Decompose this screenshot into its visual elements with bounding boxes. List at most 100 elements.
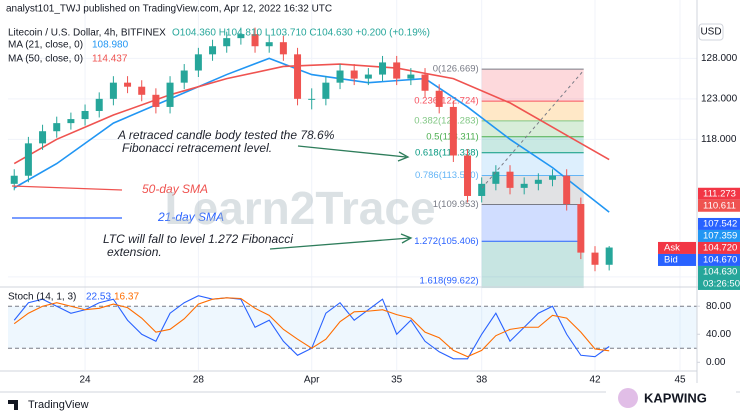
symbol: Litecoin / U.S. Dollar, 4h, BITFINEX — [8, 28, 166, 39]
fib-band — [481, 204, 584, 242]
x-tick-label: 24 — [79, 375, 91, 386]
fib-label: 1(109.953) — [433, 199, 479, 210]
candle-body — [449, 106, 457, 156]
y-tick-label: 123.000 — [701, 93, 738, 104]
plot: 0(126.669) 0.236(122.724) 0.382(120.283) 0.… — [8, 0, 697, 370]
candle-body — [605, 247, 613, 265]
fib-band — [481, 69, 584, 102]
footer-brand: TradingView — [28, 399, 89, 411]
fib-label: 0(126.669) — [433, 64, 479, 75]
candle-body — [435, 90, 443, 107]
x-tick-label: 38 — [476, 375, 488, 386]
candle-body — [294, 54, 302, 99]
candle-body — [322, 82, 330, 99]
x-tick-label: 35 — [391, 375, 403, 386]
annotation: Fibonacci retracement level. — [122, 141, 272, 155]
legend-label: MA (21, close, 0) — [8, 40, 83, 51]
currency-box — [698, 23, 724, 41]
candle-body — [53, 123, 61, 132]
candle-body — [591, 252, 599, 265]
candle-body — [577, 204, 585, 253]
candle-body — [24, 143, 32, 176]
arrow-head — [397, 151, 410, 162]
line-label-rule — [11, 185, 123, 191]
fib-band — [481, 101, 584, 121]
candle-body — [109, 82, 117, 99]
candle-body — [180, 70, 188, 83]
candle-body — [138, 86, 146, 95]
stoch-tick-label: 80.00 — [706, 301, 731, 312]
arrow — [269, 237, 411, 250]
line-label: 21-day SMA — [157, 210, 224, 224]
candle-body — [152, 94, 160, 107]
candle-body — [393, 62, 401, 79]
fib-band — [481, 120, 584, 137]
fib-band — [481, 136, 584, 153]
price-tag — [698, 229, 740, 242]
x-tick-label: 42 — [589, 375, 601, 386]
candle-body — [209, 46, 217, 55]
fib-label: 0.618(116.338) — [415, 147, 479, 158]
fib-label: 1.272(105.406) — [414, 236, 478, 247]
stoch-tick-label: 0.00 — [706, 357, 726, 368]
trend-line — [481, 69, 585, 189]
price-tag-label: 110.611 — [703, 200, 736, 211]
candle-body — [279, 42, 287, 55]
candle-body — [81, 110, 89, 120]
price-tag-label: 107.542 — [703, 218, 737, 229]
stoch-line — [13, 297, 610, 358]
badge-icon — [618, 388, 638, 408]
price-tag-name-bg — [658, 253, 696, 266]
arrow-head — [400, 233, 413, 244]
annotation: extension. — [107, 245, 162, 259]
candle-body — [520, 183, 528, 188]
candle-body — [67, 119, 75, 124]
x-tick-label: 45 — [674, 375, 686, 386]
candle-body — [194, 54, 202, 71]
candle-body — [308, 98, 316, 100]
candle-body — [534, 179, 542, 184]
candle-body — [251, 34, 259, 47]
stoch-title: Stoch (14, 1, 3) — [8, 292, 76, 303]
price-tag-label: 104.630 — [703, 266, 737, 277]
candle-body — [407, 74, 415, 79]
candle-body — [506, 171, 514, 188]
arrow — [297, 145, 407, 158]
candle-body — [124, 82, 132, 87]
price-tag-label: 111.273 — [703, 188, 736, 199]
legend-value: 108.980 — [92, 40, 129, 51]
y-tick-label: 128.000 — [701, 53, 738, 64]
y-tick-label: 118.000 — [701, 134, 737, 145]
candle-body — [336, 70, 344, 83]
fib-band — [481, 241, 584, 289]
countdown: 03:26:50 — [703, 278, 740, 289]
candle-body — [223, 38, 231, 47]
price-tag-label: 104.720 — [703, 242, 737, 253]
line-label: 50-day SMA — [142, 182, 208, 196]
currency: USD — [700, 27, 721, 38]
candle-body — [95, 98, 103, 111]
fib-label: 0.786(113.530) — [415, 170, 479, 181]
tv-logo — [8, 400, 18, 410]
x-tick-label: Apr — [304, 375, 320, 386]
candle-body — [265, 42, 273, 47]
ma-line — [13, 57, 610, 213]
price-tag — [698, 217, 740, 230]
fib-label: 0.382(120.283) — [414, 115, 478, 126]
price-tag — [698, 253, 740, 266]
candle-body — [478, 183, 486, 196]
price-tag — [698, 199, 740, 212]
candle-body — [39, 131, 47, 144]
arrows — [269, 145, 413, 250]
candle-body — [421, 74, 429, 91]
price-tag-name-bg — [658, 241, 696, 254]
fib-label: 0.236(122.724) — [414, 96, 478, 107]
stoch-value: 16.37 — [114, 292, 139, 303]
price-tag-label: 104.670 — [703, 254, 737, 265]
stoch-tick-label: 40.00 — [706, 329, 731, 340]
candle-body — [563, 175, 571, 205]
watermark: Learn2Trace — [164, 182, 435, 234]
annotation: LTC will fall to level 1.272 Fibonacci — [103, 232, 293, 246]
price-tag-name: Bid — [664, 254, 678, 265]
